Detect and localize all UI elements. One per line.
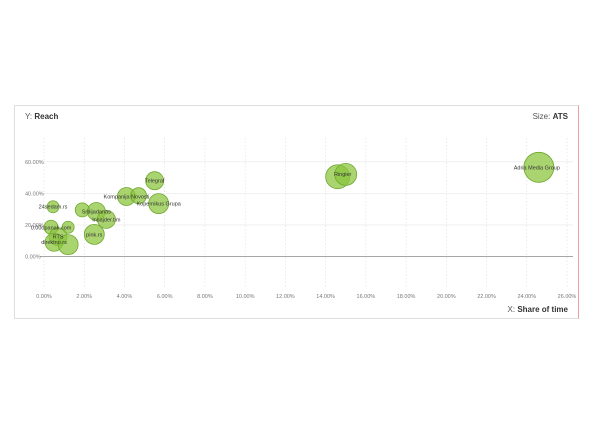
bubble-label: Kompanija Novosti	[104, 194, 150, 200]
x-tick-label: 4.00%	[117, 294, 133, 300]
bubble[interactable]	[74, 202, 90, 218]
bubble[interactable]	[130, 187, 147, 205]
x-tick-label: 6.00%	[157, 294, 173, 300]
bubble-chart: 0.00% 2.00% 4.00% 6.00% 8.00% 10.00% 12.00% 14.…	[25, 138, 577, 300]
bubble[interactable]	[46, 200, 60, 214]
chart-card: Y: Reach Size: ATS X: Share of time 0.00…	[14, 105, 579, 319]
x-tick-label: 24.00%	[517, 294, 536, 300]
bubble-label: Telegraf	[145, 179, 165, 185]
x-axis-label: X: Share of time	[507, 305, 568, 314]
bubble-label: direktno.rs	[41, 240, 67, 246]
x-tick-label: 16.00%	[357, 294, 376, 300]
y-tick-label: 20.00%	[25, 223, 44, 229]
x-tick-label: 18.00%	[397, 294, 416, 300]
bubble-label: pink.rs	[86, 232, 102, 238]
y-tick-label: 40.00%	[25, 191, 44, 197]
x-tick-label: 0.00%	[36, 294, 52, 300]
y-axis-label: Y: Reach	[25, 112, 59, 121]
y-tick-label: 60.00%	[25, 160, 44, 166]
bubbles	[43, 151, 555, 256]
x-tick-label: 26.00%	[558, 294, 577, 300]
x-tick-label: 8.00%	[197, 294, 213, 300]
bubble[interactable]	[96, 209, 116, 229]
x-tick-label: 22.00%	[477, 294, 496, 300]
bubble-label: 0.00opanak.com	[31, 225, 72, 231]
size-label: Size: ATS	[532, 112, 568, 121]
x-tick-label: 12.00%	[276, 294, 295, 300]
bubble[interactable]	[57, 234, 79, 256]
x-tick-label: 10.00%	[236, 294, 255, 300]
bubble-label: Insajder.tim	[92, 217, 121, 223]
x-tick-label: 20.00%	[437, 294, 456, 300]
bubble-label: Adria Media Group	[514, 165, 560, 171]
bubble-label: 24sedam.rs	[39, 205, 68, 211]
bubble-label: Kopernikus Grupa	[136, 202, 181, 208]
bubble[interactable]	[145, 171, 165, 191]
x-tick-label: 14.00%	[316, 294, 335, 300]
bubble[interactable]	[334, 163, 358, 186]
bubble[interactable]	[523, 151, 555, 183]
bubble-label: Srbijadanas	[82, 209, 111, 215]
x-tick-label: 2.00%	[76, 294, 92, 300]
y-tick-label: 0.00%	[25, 254, 41, 260]
bubble[interactable]	[148, 193, 170, 214]
bubble[interactable]	[83, 223, 105, 245]
bubble-label: RTS	[53, 235, 64, 241]
bubble[interactable]	[61, 220, 75, 234]
bubble-label: Ringier	[334, 172, 352, 178]
